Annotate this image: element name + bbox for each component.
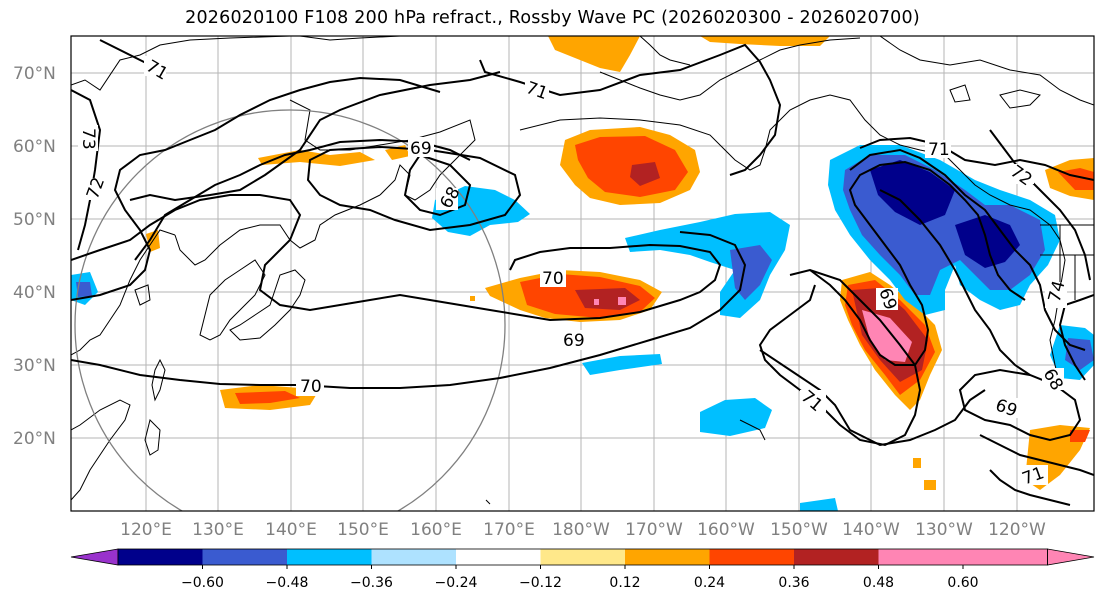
map-frame [70, 35, 1095, 512]
lat-label: 40°N [13, 283, 56, 303]
lat-label: 20°N [13, 429, 56, 449]
lon-label: 180°W [552, 520, 610, 540]
lon-label: 170°W [625, 520, 683, 540]
colorbar-swatch-last [963, 549, 1048, 565]
colorbar-tick-label: 0.12 [609, 575, 640, 591]
anomaly-patch [594, 299, 599, 305]
contour-label: 73 [78, 128, 98, 150]
contour-label-group: 71 71 73 72 69 68 70 69 70 71 71 72 74 [78, 56, 1070, 489]
colorbar-tick-label: 0.24 [694, 575, 725, 591]
colorbar-tick-label: −0.36 [350, 575, 393, 591]
colorbar-swatch [709, 549, 794, 565]
colorbar-swatch [118, 549, 203, 565]
colorbar-tick-label: 0.36 [778, 575, 809, 591]
anomaly-patch [1070, 430, 1090, 442]
anomaly-patch [800, 498, 838, 511]
lon-label: 160°W [697, 520, 755, 540]
rossby-wave-radius-circle [74, 109, 506, 511]
anomaly-patch [470, 296, 475, 301]
refractive-index-contours [71, 39, 1094, 506]
colorbar-tick-label: −0.24 [435, 575, 478, 591]
contour-label: 70 [300, 377, 322, 397]
map-title: 2026020100 F108 200 hPa refract., Rossby… [185, 8, 920, 28]
colorbar-swatch [540, 549, 625, 565]
graticule [71, 36, 1094, 511]
lat-label: 30°N [13, 356, 56, 376]
lat-label: 60°N [13, 137, 56, 157]
anomaly-patch [913, 458, 921, 468]
anomaly-patch [870, 160, 955, 225]
anomaly-patch [618, 297, 626, 305]
contour-label: 69 [410, 139, 432, 159]
colorbar-tick-label: 0.60 [947, 575, 978, 591]
contour-label: 70 [542, 269, 564, 289]
lon-label: 170°E [483, 520, 535, 540]
lon-label: 140°W [842, 520, 900, 540]
latitude-labels: 70°N 60°N 50°N 40°N 30°N 20°N [13, 64, 56, 449]
lat-label: 50°N [13, 210, 56, 230]
colorbar-swatch [794, 549, 879, 565]
colorbar-ticks [202, 565, 964, 569]
filled-anomalies [71, 36, 1094, 511]
lon-label: 160°E [410, 520, 462, 540]
lat-label: 70°N [13, 64, 56, 84]
longitude-labels: 120°E 130°E 140°E 150°E 160°E 170°E 180°… [120, 520, 1046, 540]
contour-label: 71 [928, 140, 950, 160]
colorbar-extend-high [1047, 548, 1095, 566]
colorbar-tick-label: 0.48 [863, 575, 894, 591]
lon-label: 130°E [192, 520, 244, 540]
colorbar-swatch [371, 549, 456, 565]
lon-label: 130°W [915, 520, 973, 540]
lon-label: 120°E [120, 520, 172, 540]
colorbar-swatch [287, 549, 372, 565]
contour-label: 69 [563, 331, 585, 351]
lon-label: 120°W [988, 520, 1046, 540]
lon-label: 150°W [770, 520, 828, 540]
anomaly-patch [862, 310, 912, 362]
colorbar-outline [117, 548, 1048, 566]
anomaly-patch [630, 162, 660, 186]
colorbar-swatch [202, 549, 287, 565]
anomaly-patch [76, 282, 92, 297]
colorbar-tick-label: −0.12 [519, 575, 562, 591]
lon-label: 150°E [337, 520, 389, 540]
anomaly-patch [700, 36, 830, 46]
colorbar: −0.60 −0.48 −0.36 −0.24 −0.12 0.12 0.24 … [70, 548, 1095, 591]
colorbar-swatch [625, 549, 710, 565]
colorbar-swatch [878, 549, 963, 565]
anomaly-patch [548, 36, 640, 72]
colorbar-swatch [456, 549, 541, 565]
anomaly-patch [235, 391, 300, 404]
colorbar-tick-label: −0.48 [266, 575, 309, 591]
colorbar-extend-low [70, 548, 119, 566]
lon-label: 140°E [265, 520, 317, 540]
anomaly-patch [575, 136, 688, 197]
anomaly-patch [924, 480, 936, 490]
colorbar-tick-label: −0.60 [181, 575, 224, 591]
anomaly-patch [582, 354, 662, 375]
